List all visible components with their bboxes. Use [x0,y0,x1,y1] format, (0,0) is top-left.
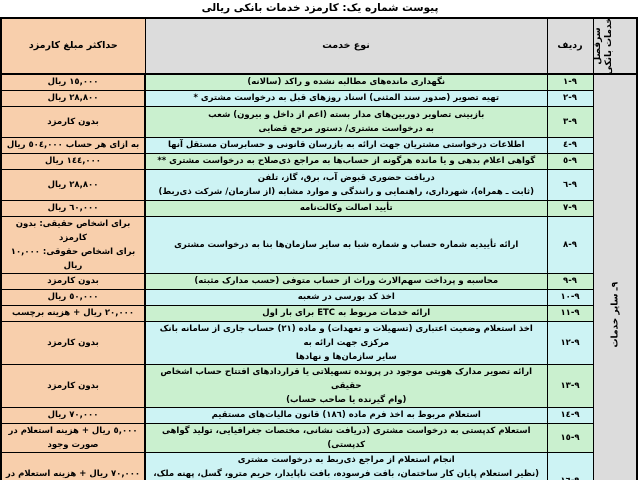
row-number: ٩-٧ [546,199,594,217]
fee-cell: ٢٨,٨٠٠ ریال [0,168,146,201]
header-row-number: ردیف [546,17,594,75]
table-row: ٩-٥ گواهی اعلام بدهی و یا مانده هرگونه ا… [0,152,637,170]
section-label: ٩ـ سایر خدمات [609,281,620,347]
fee-cell: ١٥,٠٠٠ ریال [0,73,146,91]
table-row: ٩-٩ محاسبه و پرداخت سهم‌الارث وراث از حس… [0,272,637,290]
table-row: ٩-٢ تهیه تصویر (صدور سند المثنی) اسناد ر… [0,89,637,107]
row-number: ٩-١١ [546,304,594,322]
header-service-type: نوع خدمت [144,17,548,75]
table-row: ٩-٤ اطلاعات درخواستی مشتریان جهت ارائه ب… [0,136,637,154]
service-cell: دریافت حضوری قبوض آب، برق، گاز، تلفن (ثا… [144,168,548,201]
service-cell: تهیه تصویر (صدور سند المثنی) اسناد روزها… [144,89,548,107]
row-number: ٩-٣ [546,105,594,138]
row-number: ٩-١٢ [546,320,594,365]
fee-cell: بدون کارمزد [0,272,146,290]
fee-cell: ٥٠,٠٠٠ ریال [0,288,146,306]
row-number: ٩-١ [546,73,594,91]
row-number: ٩-٢ [546,89,594,107]
row-number: ٩-٨ [546,215,594,274]
service-cell: استعلام کدپستی به درخواست مشتری (دریافت … [144,422,548,453]
fee-cell: بدون کارمزد [0,363,146,408]
row-number: ٩-١٠ [546,288,594,306]
fee-cell: بدون کارمزد [0,320,146,365]
row-number: ٩-٤ [546,136,594,154]
service-cell: اطلاعات درخواستی مشتریان جهت ارائه به با… [144,136,548,154]
table-row: ٩ـ سایر خدمات ٩-١ نگهداری مانده‌های مطال… [0,73,638,480]
fee-cell: برای اشخاص حقیقی: بدون کارمزد برای اشخاص… [0,215,146,274]
fee-cell: بدون کارمزد [0,105,146,138]
table-row: ٩-١٤ استعلام مربوط به اخذ فرم ماده (١٨٦)… [0,406,637,424]
service-cell: ارائه خدمات مربوط به ETC برای بار اول [144,304,548,322]
header-section-label: سرفصل خدمات بانکی [593,18,614,74]
service-cell: محاسبه و پرداخت سهم‌الارث وراث از حساب م… [144,272,548,290]
fee-cell: ٦٠,٠٠٠ ریال [0,199,146,217]
table-row: ٩-٧ تأیید اصالت وکالت‌نامه ٦٠,٠٠٠ ریال [0,199,637,217]
header-max-fee: حداکثر مبلغ کارمزد [0,17,146,75]
service-cell: نگهداری مانده‌های مطالبه نشده و راکد (سا… [144,73,548,91]
fee-cell: ٥,٠٠٠ ریال + هزینه استعلام در صورت وجود [0,422,146,453]
row-number: ٩-١٦ [546,451,594,480]
table-row: ٩-١٣ ارائه تصویر مدارک هویتی موجود در پر… [0,363,637,408]
table-row: ٩-٦ دریافت حضوری قبوض آب، برق، گاز، تلفن… [0,168,637,201]
fee-cell: به ازای هر حساب ٥٠٤,٠٠٠ ریال [0,136,146,154]
row-number: ٩-١٥ [546,422,594,453]
service-cell: بازبینی تصاویر دوربین‌های مدار بسته (اعم… [144,105,548,138]
fee-cell: ٢٨,٨٠٠ ریال [0,89,146,107]
page-title: پیوست شماره یک: کارمزد خدمات بانکی ریالی [201,2,439,14]
service-cell: استعلام مربوط به اخذ فرم ماده (١٨٦) قانو… [144,406,548,424]
section-merged-cell: ٩ـ سایر خدمات [592,73,638,480]
table-row: ٩-١١ ارائه خدمات مربوط به ETC برای بار ا… [0,304,637,322]
table-row: ٩-٨ ارائه تأییدیه شماره حساب و شماره شبا… [0,215,637,274]
fee-cell: ٢٠,٠٠٠ ریال + هزینه برچسب [0,304,146,322]
header-row: سرفصل خدمات بانکی ردیف نوع خدمت حداکثر م… [0,17,638,75]
row-number: ٩-٩ [546,272,594,290]
row-number: ٩-١٤ [546,406,594,424]
row-number: ٩-٦ [546,168,594,201]
row-number: ٩-٥ [546,152,594,170]
fees-table: سرفصل خدمات بانکی ردیف نوع خدمت حداکثر م… [0,17,638,480]
fee-cell: ٧٠,٠٠٠ ریال [0,406,146,424]
fee-cell: ١٤٤,٠٠٠ ریال [0,152,146,170]
fee-cell: ٧٠,٠٠٠ ریال + هزینه استعلام در صورت وجود [0,451,146,480]
service-cell: اخذ استعلام وضعیت اعتباری (تسهیلات و تعه… [144,320,548,365]
service-cell: تأیید اصالت وکالت‌نامه [144,199,548,217]
table-row: ٩-١٦ انجام استعلام از مراجع ذی‌ربط به در… [0,451,637,480]
header-section: سرفصل خدمات بانکی [592,17,638,75]
service-cell: ارائه تأییدیه شماره حساب و شماره شبا به … [144,215,548,274]
service-cell: انجام استعلام از مراجع ذی‌ربط به درخواست… [144,451,548,480]
service-cell: گواهی اعلام بدهی و یا مانده هرگونه از حس… [144,152,548,170]
table-row: ٩-١٢ اخذ استعلام وضعیت اعتباری (تسهیلات … [0,320,637,365]
table-row: ٩-١٥ استعلام کدپستی به درخواست مشتری (در… [0,422,637,453]
table-row: ٩-١٠ اخذ کد بورسی در شعبه ٥٠,٠٠٠ ریال [0,288,637,306]
service-cell: ارائه تصویر مدارک هویتی موجود در پرونده … [144,363,548,408]
table-row: ٩-٣ بازبینی تصاویر دوربین‌های مدار بسته … [0,105,637,138]
row-number: ٩-١٣ [546,363,594,408]
service-cell: اخذ کد بورسی در شعبه [144,288,548,306]
